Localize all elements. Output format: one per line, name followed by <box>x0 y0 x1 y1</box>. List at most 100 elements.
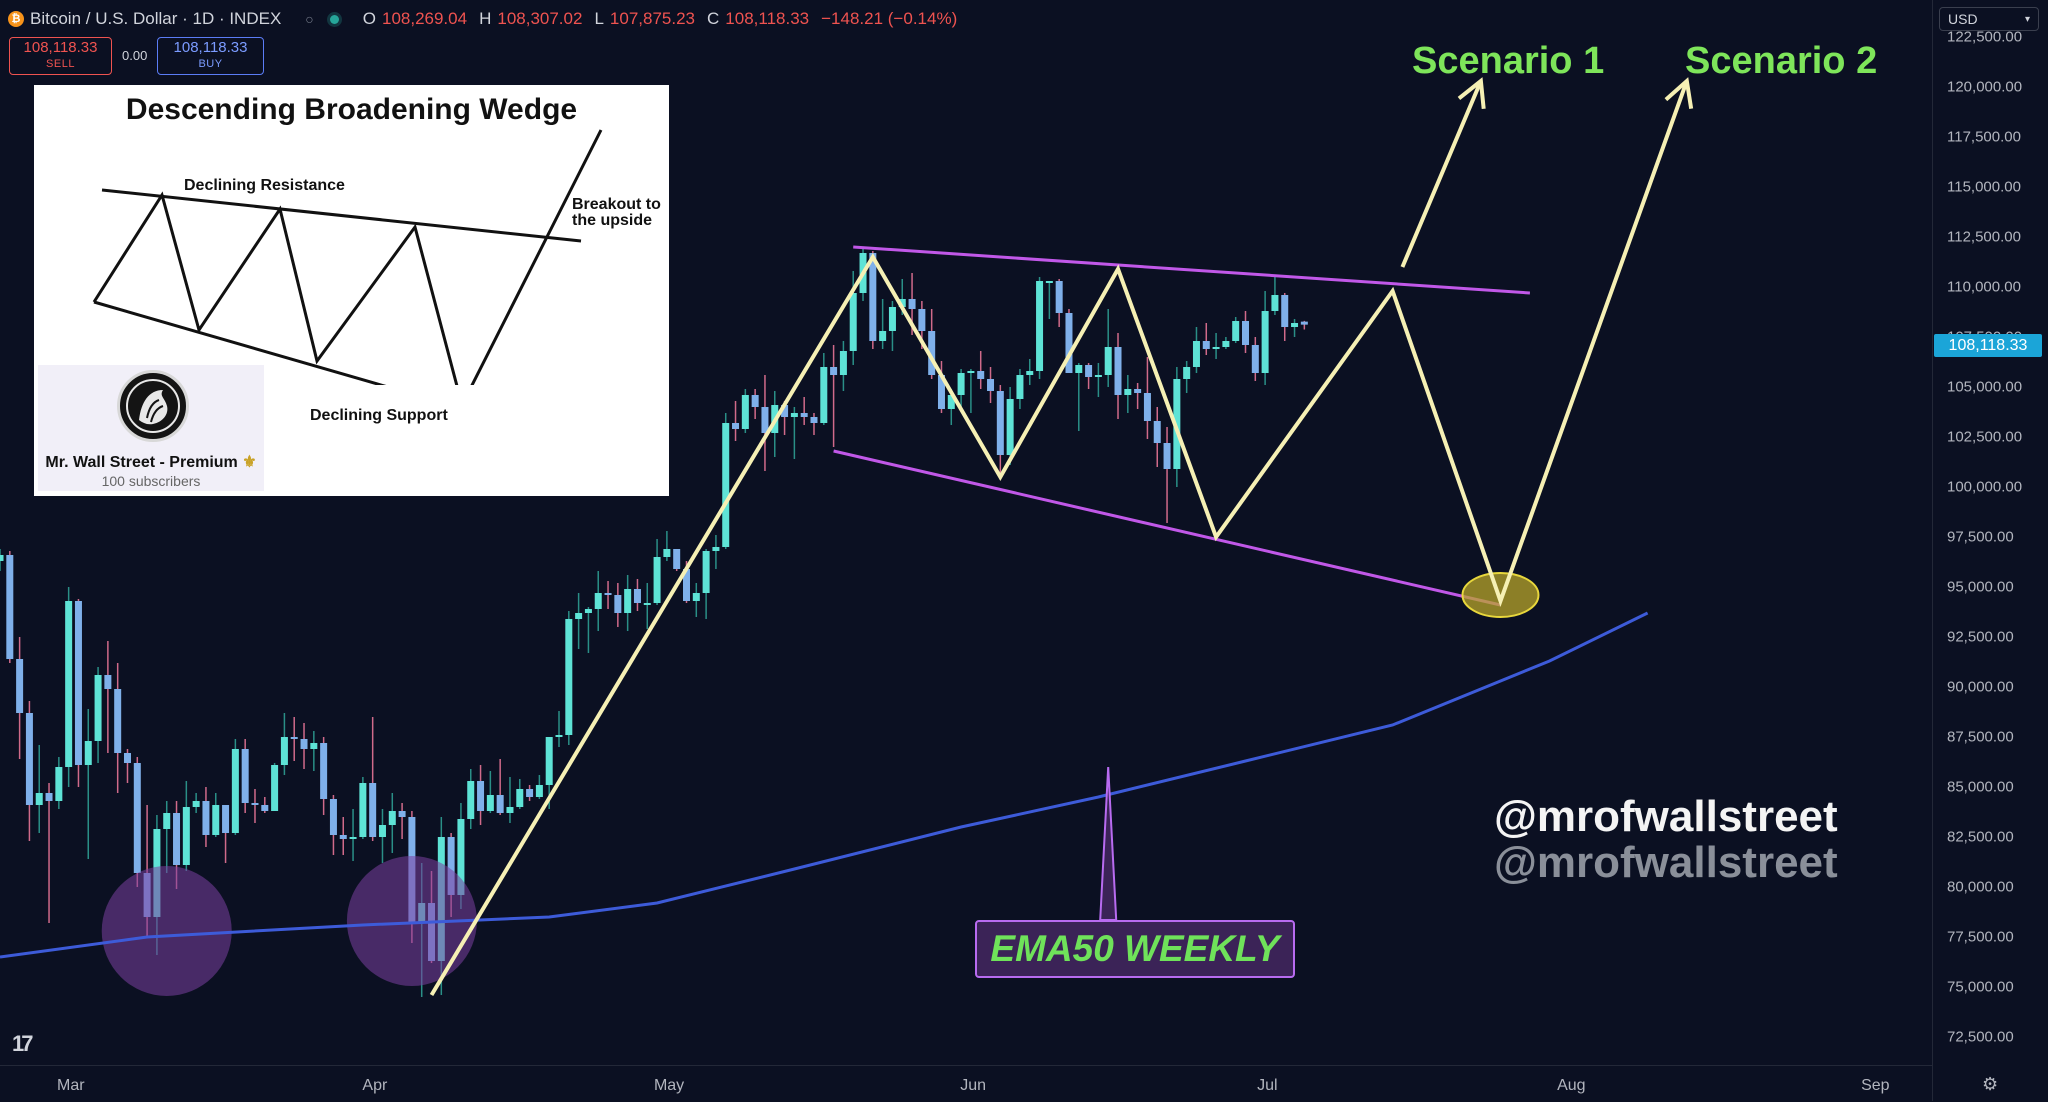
price-tick-label: 117,500.00 <box>1947 128 2021 146</box>
candle-body <box>643 603 651 605</box>
candle-body <box>1222 341 1230 347</box>
inset-title: Descending Broadening Wedge <box>125 93 578 126</box>
creator-name-text: Mr. Wall Street - Premium <box>45 454 238 471</box>
candle-body <box>359 783 367 837</box>
candle-body <box>486 795 494 811</box>
candle-body <box>231 749 239 833</box>
candle-body <box>261 805 269 811</box>
candle-body <box>1163 443 1171 469</box>
candle-body <box>192 801 200 807</box>
candle-body <box>1232 321 1240 341</box>
candle-body <box>996 391 1004 455</box>
sell-button[interactable]: 108,118.33 SELL <box>9 37 112 75</box>
candle-body <box>398 811 406 817</box>
candle-body <box>830 367 838 375</box>
time-tick-label: Aug <box>1557 1077 1586 1094</box>
candle-body <box>800 413 808 417</box>
price-tick-label: 72,500.00 <box>1947 1028 2014 1046</box>
candle-body <box>1202 341 1210 349</box>
candle-body <box>0 555 4 561</box>
circle-icon[interactable]: ○ <box>305 11 314 27</box>
candle-body <box>349 837 357 839</box>
candle-body <box>722 423 730 547</box>
candle-body <box>1134 389 1142 393</box>
candle-body <box>329 799 337 835</box>
candle-body <box>457 819 465 895</box>
candle-body <box>35 793 43 805</box>
candle-body <box>741 395 749 429</box>
candle-body <box>1065 313 1073 373</box>
price-axis[interactable]: 122,500.00 120,000.00 117,500.00 115,000.00… <box>1932 0 2048 1101</box>
candle-body <box>339 835 347 839</box>
candle-body <box>604 593 612 595</box>
time-tick-label: Sep <box>1861 1077 1890 1094</box>
candle-body <box>555 735 563 737</box>
buy-button[interactable]: 108,118.33 BUY <box>157 37 264 75</box>
candle-body <box>290 737 298 739</box>
candle-body <box>467 781 475 819</box>
candle-body <box>16 659 24 713</box>
breakout-label-line1: Breakout to <box>572 196 661 213</box>
creator-name: Mr. Wall Street - Premium ⚜ <box>38 452 264 472</box>
candle-body <box>849 293 857 351</box>
price-tick-label: 122,500.00 <box>1947 28 2023 46</box>
last-price-tag: 108,118.33 <box>1934 334 2042 357</box>
candle-body <box>869 253 877 341</box>
candle-body <box>594 593 602 609</box>
candle-body <box>1153 421 1161 443</box>
open-label: O <box>362 9 376 28</box>
breakout-label: Breakout to the upside <box>572 197 661 229</box>
candle-body <box>584 609 592 613</box>
candle-body <box>692 593 700 601</box>
time-axis[interactable]: Mar Apr May Jun Jul Aug Sep <box>0 1065 1932 1102</box>
candle-body <box>271 765 279 811</box>
candle-body <box>251 803 259 805</box>
candle-body <box>565 619 573 735</box>
creator-card[interactable]: Mr. Wall Street - Premium ⚜ 100 subscrib… <box>38 365 264 491</box>
ema-callout-pointer <box>1099 766 1118 921</box>
price-zigzag <box>92 129 603 385</box>
tradingview-logo[interactable]: 17 <box>12 1031 34 1056</box>
gear-icon[interactable]: ⚙ <box>1982 1074 1999 1094</box>
candle-body <box>1045 281 1053 283</box>
candle-body <box>25 713 33 805</box>
candle-body <box>1192 341 1200 367</box>
candle-body <box>526 789 534 797</box>
price-tick-label: 97,500.00 <box>1947 528 2014 546</box>
candle-body <box>888 307 896 331</box>
candle-body <box>732 423 740 429</box>
candle-body <box>1124 389 1132 395</box>
purple-zone-marker <box>101 866 232 996</box>
purple-zone-marker <box>346 856 477 986</box>
price-tick-label: 87,500.00 <box>1947 728 2014 746</box>
price-tick-label: 115,000.00 <box>1947 178 2021 196</box>
price-tick-label: 80,000.00 <box>1947 878 2014 896</box>
lion-logo-icon <box>117 370 189 442</box>
symbol-title[interactable]: Bitcoin / U.S. Dollar · 1D · INDEX <box>30 9 282 28</box>
high-label: H <box>479 9 492 28</box>
wedge-resistance-line <box>853 245 1531 295</box>
time-tick-label: Mar <box>57 1077 85 1094</box>
declining-support-label: Declining Support <box>310 407 448 424</box>
candle-body <box>222 805 230 833</box>
candle-body <box>1242 321 1250 345</box>
ema50-weekly-line <box>0 611 1649 959</box>
breakout-label-line2: the upside <box>572 212 653 229</box>
candle-body <box>614 595 622 613</box>
candle-body <box>761 407 769 433</box>
wedge-support-line <box>833 449 1501 607</box>
candle-body <box>879 331 887 341</box>
candle-body <box>6 555 14 659</box>
candle-body <box>1143 393 1151 421</box>
candle-body <box>653 557 661 603</box>
candle-body <box>673 549 681 569</box>
candle-body <box>790 413 798 417</box>
candle-body <box>957 373 965 395</box>
candle-body <box>1104 347 1112 375</box>
creator-subscribers: 100 subscribers <box>101 473 201 489</box>
currency-select[interactable]: USD ▾ <box>1939 7 2039 31</box>
candle-body <box>378 825 386 837</box>
buy-label: BUY <box>198 58 223 70</box>
candle-body <box>751 395 759 407</box>
